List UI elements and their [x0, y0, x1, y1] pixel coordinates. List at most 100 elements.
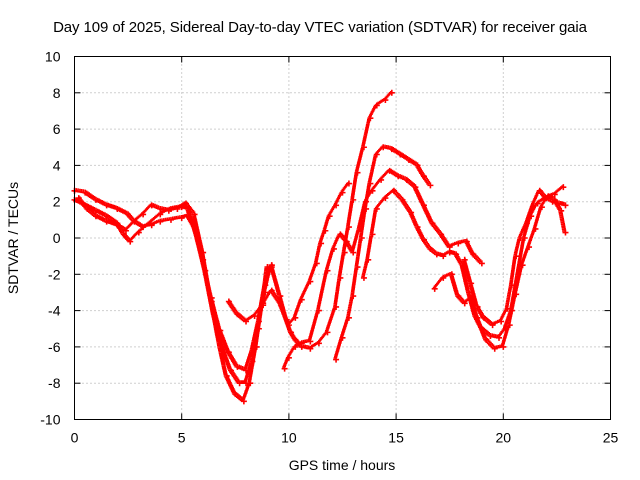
series-marker-run	[531, 189, 540, 205]
series-marker-run	[390, 147, 400, 155]
series-track-8	[360, 184, 567, 341]
data-point	[388, 89, 395, 96]
series-marker-run	[557, 201, 565, 206]
data-point	[562, 202, 569, 209]
series-marker-run	[359, 207, 367, 238]
series-marker-run	[448, 250, 456, 255]
series-marker-run	[115, 223, 126, 231]
series-marker-run	[500, 323, 511, 347]
series-marker-run	[441, 250, 449, 256]
series-marker-run	[340, 182, 349, 192]
series-track-2	[71, 196, 275, 387]
series-track-4	[225, 180, 352, 329]
series-marker-run	[422, 174, 431, 185]
y-tick-label: -2	[48, 266, 61, 282]
series-marker-run	[388, 168, 398, 177]
series-marker-run	[316, 269, 328, 310]
series-marker-run	[314, 242, 322, 263]
plot-frame	[74, 56, 611, 420]
series-marker-run	[284, 318, 292, 332]
series-marker-run	[337, 251, 346, 278]
series-marker-run	[327, 203, 336, 216]
series-marker-run	[299, 280, 311, 299]
x-tick-label: 15	[388, 430, 404, 446]
series-marker-run	[526, 227, 536, 247]
series-marker-run	[236, 364, 246, 371]
data-point	[440, 253, 447, 260]
series-marker-run	[300, 344, 310, 350]
series-marker-run	[105, 202, 117, 210]
series-marker-run	[180, 213, 188, 219]
series-marker-run	[184, 201, 195, 214]
series-marker-run	[159, 206, 168, 212]
y-tick-label: -10	[40, 412, 60, 428]
series-marker-run	[346, 198, 354, 227]
y-tick-label: -6	[48, 339, 61, 355]
data-series	[71, 89, 569, 405]
series-marker-run	[150, 203, 160, 209]
series-marker-run	[379, 169, 390, 180]
series-marker-run	[126, 212, 135, 222]
series-marker-run	[167, 206, 177, 212]
series-marker-run	[354, 236, 363, 267]
data-point	[292, 343, 299, 350]
series-marker-run	[398, 152, 409, 160]
series-marker-run	[282, 356, 290, 368]
series-marker-run	[128, 230, 139, 242]
series-marker-run	[224, 374, 236, 394]
series-marker-run	[180, 204, 188, 210]
series-marker-run	[94, 197, 106, 206]
series-marker-run	[439, 232, 450, 247]
series-marker-run	[405, 178, 415, 187]
series-marker-run	[407, 157, 417, 166]
series-marker-run	[322, 214, 330, 230]
series-marker-run	[382, 144, 391, 150]
series-marker-run	[365, 233, 373, 259]
series-marker-run	[247, 345, 258, 383]
series-track-10	[461, 187, 569, 329]
series-track-6	[281, 167, 485, 372]
series-marker-run	[94, 208, 106, 217]
y-tick-label: 6	[53, 121, 61, 137]
series-marker-run	[370, 178, 381, 191]
series-marker-run	[124, 220, 135, 231]
grid	[74, 56, 611, 420]
series-marker-run	[293, 341, 301, 347]
data-point	[478, 260, 485, 267]
series-marker-run	[147, 212, 160, 224]
series-marker-run	[317, 330, 328, 343]
series-marker-run	[241, 381, 251, 401]
series-marker-run	[238, 380, 246, 384]
series-marker-run	[333, 336, 343, 359]
chart-title: Day 109 of 2025, Sidereal Day-to-day VTE…	[53, 19, 587, 36]
series-marker-run	[331, 233, 341, 249]
series-marker-run	[369, 207, 378, 234]
series-marker-run	[430, 221, 441, 234]
series-track-5	[268, 89, 395, 352]
x-tick-label: 20	[496, 430, 512, 446]
x-tick-label: 10	[281, 430, 297, 446]
y-tick-label: -8	[48, 375, 61, 391]
series-marker-run	[226, 299, 238, 314]
series-marker-run	[462, 258, 472, 283]
series-marker-run	[482, 315, 493, 325]
series-marker-run	[209, 300, 221, 347]
series-marker-run	[350, 265, 359, 296]
series-marker-run	[513, 236, 521, 256]
series-marker-run	[338, 232, 347, 242]
series-marker-run	[307, 309, 320, 341]
series-marker-run	[435, 251, 443, 257]
series-marker-run	[397, 174, 406, 180]
series-marker-run	[76, 196, 88, 209]
y-axis-label: SDTVAR / TECUs	[5, 181, 21, 295]
y-tick-label: 0	[53, 230, 61, 246]
series-marker-run	[524, 203, 534, 223]
series-marker-run	[137, 221, 149, 233]
series-marker-run	[422, 238, 431, 249]
series-marker-run	[233, 392, 244, 402]
series-marker-run	[350, 227, 360, 252]
series-marker-run	[200, 251, 213, 301]
data-point	[157, 211, 164, 218]
series-marker-run	[367, 153, 378, 183]
series-marker-run	[415, 164, 424, 176]
